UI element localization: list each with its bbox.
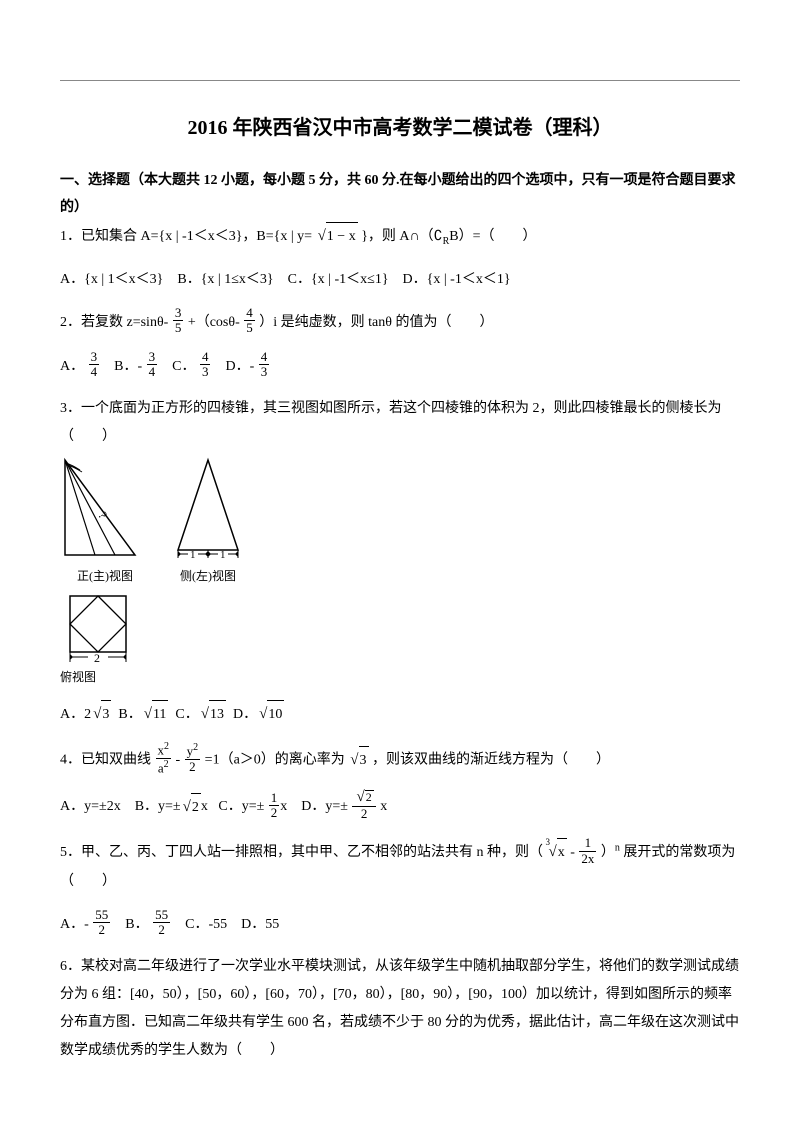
q3-side-view: 1 1 侧(左)视图: [168, 455, 248, 584]
q2-opt-b-frac: 34: [147, 350, 158, 380]
q2-frac2: 45: [244, 306, 255, 336]
q5: 5．甲、乙、丙、丁四人站一排照相，其中甲、乙不相邻的站法共有 n 种，则（ 3 …: [60, 837, 740, 896]
q5-opt-d: D．55: [241, 917, 279, 932]
q1-sqrt: 1 − x: [316, 221, 358, 251]
q4-opt-d-frac: 2 2: [352, 789, 375, 821]
q2-opt-c-frac: 43: [200, 350, 211, 380]
side-view-svg: 1 1: [168, 455, 248, 565]
front-view-svg: ?: [60, 455, 150, 565]
q4-opt-c: C．y=±: [218, 800, 264, 815]
q3-opt-a: A．2: [60, 707, 91, 722]
svg-text:1: 1: [220, 549, 226, 561]
q5-stem-b: ）: [601, 845, 615, 860]
q1-stem-a: 1．已知集合 A={x | -1＜x＜3}，B={x | y=: [60, 229, 312, 244]
exam-title: 2016 年陕西省汉中市高考数学二模试卷（理科）: [60, 111, 740, 140]
q5-exp-n: n: [615, 843, 620, 854]
q5-cuberoot: 3 x: [547, 837, 567, 867]
q3-opt-c: C．: [175, 707, 198, 722]
q3-opt-d-sqrt: 10: [257, 699, 284, 729]
q3-stem: 3．一个底面为正方形的四棱锥，其三视图如图所示，若这个四棱锥的体积为 2，则此四…: [60, 395, 740, 451]
q1: 1．已知集合 A={x | -1＜x＜3}，B={x | y= 1 − x }，…: [60, 221, 740, 252]
q4-sqrt3: 3: [348, 745, 368, 775]
q1-stem-c: B）=（ ）: [449, 229, 536, 244]
q2-opt-a-label: A．: [60, 359, 84, 374]
top-view-svg: 2: [60, 586, 140, 666]
svg-text:2: 2: [94, 651, 100, 665]
section1-heading: 一、选择题（本大题共 12 小题，每小题 5 分，共 60 分.在每小题给出的四…: [60, 168, 740, 221]
q2-opt-d-label: D．-: [225, 359, 254, 374]
q2-opt-a-frac: 34: [89, 350, 100, 380]
q1-stem-b: }，则 A∩（: [361, 229, 433, 244]
q4: 4．已知双曲线 x2 a2 - y2 2 =1（a＞0）的离心率为 3 ，则该双…: [60, 743, 740, 777]
q2-opt-b-label: B．-: [114, 359, 142, 374]
q5-opt-b-frac: 552: [153, 908, 170, 938]
q3-views-row1: ? 正(主)视图 1 1 侧(左)视图: [60, 455, 740, 584]
q2-stem-b: +（cosθ-: [188, 315, 240, 330]
q3-opt-b-sqrt: 11: [142, 699, 169, 729]
q5-opt-a: A．-: [60, 917, 89, 932]
q3-opt-a-sqrt: 3: [91, 699, 111, 729]
top-view-label: 俯视图: [60, 668, 96, 685]
q3-opt-c-sqrt: 13: [199, 699, 226, 729]
q6-stem: 6．某校对高二年级进行了一次学业水平模块测试，从该年级学生中随机抽取部分学生，将…: [60, 953, 740, 1065]
q3-opt-b: B．: [118, 707, 141, 722]
q4-frac1: x2 a2: [156, 741, 172, 775]
front-view-label: 正(主)视图: [77, 567, 133, 584]
q3-opt-d: D．: [233, 707, 257, 722]
q4-opt-a: A．y=±2x: [60, 800, 121, 815]
q4-minus: -: [176, 753, 181, 768]
q2-opt-c-label: C．: [172, 359, 195, 374]
q2: 2．若复数 z=sinθ- 35 +（cosθ- 45 ）i 是纯虚数，则 ta…: [60, 308, 740, 338]
q4-opt-c-frac: 12: [269, 791, 280, 821]
q4-opt-d: D．y=±: [301, 800, 348, 815]
q2-frac1: 35: [173, 306, 184, 336]
q3-front-view: ? 正(主)视图: [60, 455, 150, 584]
q5-opt-a-frac: 552: [93, 908, 110, 938]
side-view-label: 侧(左)视图: [180, 567, 236, 584]
q4-stem-c: ，则该双曲线的渐近线方程为（ ）: [372, 753, 610, 768]
q4-stem-a: 4．已知双曲线: [60, 753, 151, 768]
q1-complement: ∁: [434, 229, 443, 244]
q4-opt-b-sqrt: 2: [181, 792, 201, 822]
q2-options: A． 34 B．- 34 C． 43 D．- 43: [60, 352, 740, 382]
q5-stem-a: 5．甲、乙、丙、丁四人站一排照相，其中甲、乙不相邻的站法共有 n 种，则（: [60, 845, 543, 860]
q3-options: A．23 B．11 C．13 D．10: [60, 699, 740, 729]
q2-stem-c: ）i 是纯虚数，则 tanθ 的值为（ ）: [259, 315, 493, 330]
top-rule: [60, 80, 740, 81]
q1-options: A．{x | 1＜x＜3} B．{x | 1≤x＜3} C．{x | -1＜x≤…: [60, 266, 740, 294]
q4-stem-b: =1（a＞0）的离心率为: [205, 753, 345, 768]
q4-options: A．y=±2x B．y=±2x C．y=± 12x D．y=± 2 2 x: [60, 791, 740, 823]
q5-opt-c: C．-55: [185, 917, 227, 932]
q4-frac2: y2 2: [185, 742, 201, 774]
q3-top-view: 2 俯视图: [60, 586, 740, 685]
q5-options: A．- 552 B． 552 C．-55 D．55: [60, 910, 740, 940]
q2-stem-a: 2．若复数 z=sinθ-: [60, 315, 168, 330]
q2-opt-d-frac: 43: [259, 350, 270, 380]
q5-opt-b: B．: [125, 917, 148, 932]
svg-text:1: 1: [190, 549, 196, 561]
q4-opt-b: B．y=±: [135, 800, 181, 815]
q5-inner-frac: 12x: [579, 836, 596, 866]
